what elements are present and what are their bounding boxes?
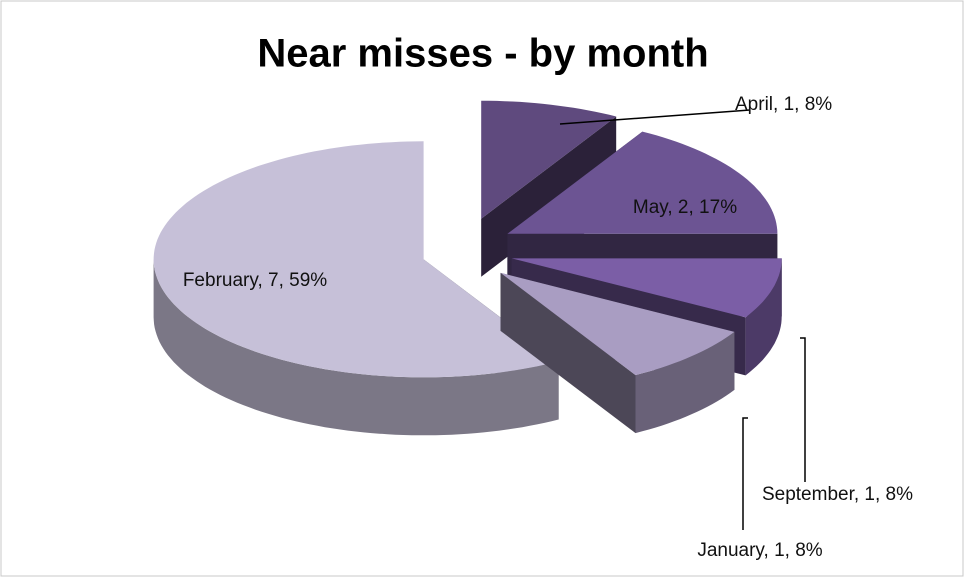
slice-side	[153, 259, 559, 436]
leader-line	[559, 109, 751, 125]
slice-side	[745, 258, 782, 376]
slice-top	[507, 131, 778, 234]
slice-top	[153, 141, 559, 378]
slice-side	[635, 331, 735, 434]
leader-line	[800, 337, 806, 482]
data-label: April, 1, 8%	[735, 94, 833, 115]
data-label: September, 1, 8%	[761, 484, 914, 505]
data-label: May, 2, 17%	[632, 197, 738, 218]
slice-top	[500, 272, 735, 376]
data-label: February, 7, 59%	[182, 270, 328, 291]
slice-top	[481, 100, 617, 219]
slice	[153, 141, 559, 436]
data-label: January, 1, 8%	[697, 540, 823, 561]
chart-title: Near misses - by month	[257, 32, 708, 76]
slices	[153, 100, 782, 436]
slice-wall	[500, 272, 636, 434]
slice-top	[511, 258, 782, 318]
leader-line	[742, 417, 748, 530]
slice	[500, 272, 735, 434]
